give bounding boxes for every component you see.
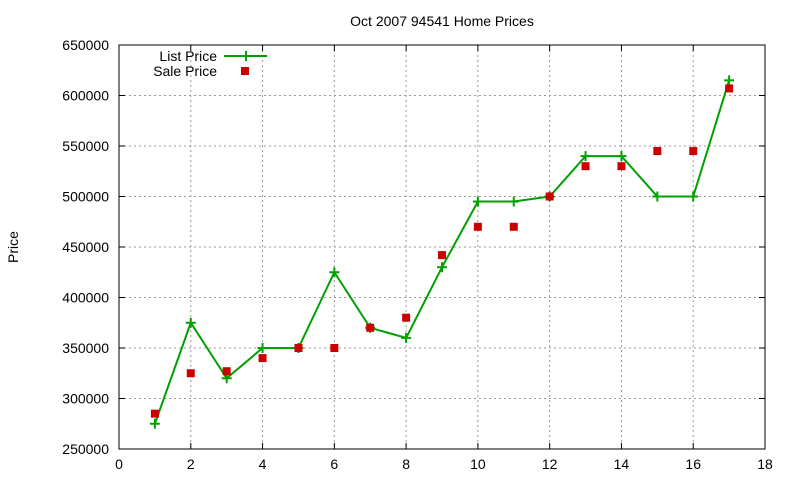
y-tick-label: 500000 <box>62 189 109 205</box>
legend-label-sale-price: Sale Price <box>153 63 217 79</box>
y-tick-label: 600000 <box>62 88 109 104</box>
sale-price-point <box>617 162 626 171</box>
y-tick-label: 250000 <box>62 441 109 457</box>
list-price-point <box>185 317 196 328</box>
sale-price-point <box>150 409 159 418</box>
list-price-point <box>580 151 591 162</box>
x-tick-label: 4 <box>259 456 267 472</box>
list-price-point <box>616 151 627 162</box>
sale-price-point <box>689 147 698 156</box>
list-price-point <box>401 332 412 343</box>
sale-price-point <box>545 192 554 201</box>
list-price-point <box>149 418 160 429</box>
sale-price-point <box>330 344 339 352</box>
sale-price-point <box>725 84 734 93</box>
legend-square-marker <box>241 67 249 75</box>
y-axis-label: Price <box>5 231 21 263</box>
sale-price-point <box>258 354 267 363</box>
list-price-point <box>257 343 268 353</box>
list-price-point <box>329 267 340 278</box>
x-tick-label: 16 <box>685 456 701 472</box>
y-tick-label: 550000 <box>62 138 109 154</box>
y-tick-label: 450000 <box>62 239 109 255</box>
sale-price-point <box>653 147 662 156</box>
x-tick-label: 14 <box>614 456 630 472</box>
x-tick-label: 0 <box>115 456 123 472</box>
sale-price-point <box>294 344 303 352</box>
y-tick-label: 650000 <box>62 37 109 53</box>
sale-price-point <box>473 222 482 231</box>
sale-price-point <box>581 162 590 171</box>
list-price-point <box>652 191 663 202</box>
x-tick-label: 12 <box>542 456 558 472</box>
sale-price-point <box>509 222 518 231</box>
legend-label-list-price: List Price <box>159 48 217 64</box>
x-tick-label: 10 <box>470 456 486 472</box>
list-price-point <box>472 196 483 207</box>
sale-price-point <box>366 323 375 332</box>
y-tick-label: 400000 <box>62 290 109 306</box>
y-tick-label: 350000 <box>62 340 109 356</box>
legend: List Price Sale Price <box>153 48 267 79</box>
series-layer <box>149 75 735 429</box>
x-tick-label: 8 <box>402 456 410 472</box>
list-price-point <box>508 196 519 207</box>
legend-plus-marker <box>241 51 251 61</box>
y-tick-label: 300000 <box>62 391 109 407</box>
sale-price-point <box>186 369 195 378</box>
list-price-point <box>437 262 447 273</box>
axis-ticks: 0 2 4 6 8 10 12 14 16 18 250000 300000 350000 400000 4… <box>62 37 773 472</box>
x-tick-label: 2 <box>187 456 195 472</box>
chart-title: Oct 2007 94541 Home Prices <box>350 13 534 29</box>
sale-price-point <box>402 313 411 322</box>
x-tick-label: 6 <box>330 456 338 472</box>
sale-price-point <box>222 367 231 376</box>
list-price-point <box>688 191 699 202</box>
x-tick-label: 18 <box>757 456 773 472</box>
grid-lines <box>119 45 765 449</box>
sale-price-point <box>438 251 446 260</box>
list-price-point <box>724 75 735 86</box>
